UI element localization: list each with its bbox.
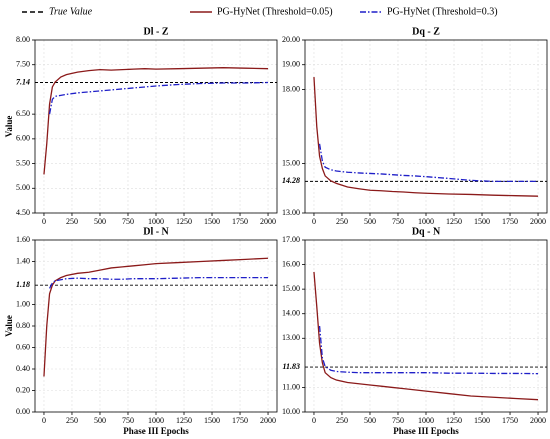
y-tick-label: 15.00 bbox=[282, 284, 300, 293]
legend-label: True Value bbox=[49, 6, 93, 17]
axes-frame bbox=[304, 39, 548, 214]
x-tick-label: 250 bbox=[336, 416, 348, 425]
series-line bbox=[43, 257, 269, 377]
x-tick-label: 250 bbox=[66, 217, 78, 226]
reference-label: 14.28 bbox=[282, 176, 300, 185]
series-line bbox=[48, 276, 269, 289]
x-tick-label: 2000 bbox=[530, 416, 546, 425]
x-tick-label: 1250 bbox=[176, 416, 192, 425]
x-tick-label: 500 bbox=[364, 217, 376, 226]
x-tick-label: 1500 bbox=[204, 416, 220, 425]
axes-frame bbox=[304, 239, 548, 413]
reference-label: 11.83 bbox=[282, 362, 300, 371]
x-tick-label: 1250 bbox=[446, 217, 462, 226]
axes-frame bbox=[34, 39, 278, 214]
series-line bbox=[318, 325, 539, 375]
y-tick-label: 7.50 bbox=[16, 60, 30, 69]
y-tick-label: 16.00 bbox=[282, 259, 300, 268]
series-line bbox=[43, 67, 269, 175]
chart-title: Dq - Z bbox=[412, 26, 440, 37]
series-line bbox=[318, 143, 539, 183]
y-tick-label: 14.00 bbox=[282, 309, 300, 318]
reference-label: 1.18 bbox=[16, 280, 30, 289]
y-tick-label: 0.20 bbox=[16, 385, 30, 394]
x-tick-label: 250 bbox=[66, 416, 78, 425]
y-tick-label: 13.00 bbox=[282, 333, 300, 342]
x-axis-label: Phase III Epochs bbox=[123, 426, 189, 436]
x-tick-label: 1750 bbox=[502, 217, 518, 226]
y-tick-label: 6.50 bbox=[16, 109, 30, 118]
y-tick-label: 19.00 bbox=[282, 60, 300, 69]
y-tick-label: 17.00 bbox=[282, 235, 300, 244]
y-tick-label: 11.00 bbox=[282, 382, 300, 391]
y-tick-label: 5.50 bbox=[16, 158, 30, 167]
chart-title: Dl - Z bbox=[144, 26, 169, 37]
x-tick-label: 1500 bbox=[204, 217, 220, 226]
y-axis-label: Value bbox=[4, 116, 14, 138]
y-tick-label: 0.80 bbox=[16, 321, 30, 330]
y-tick-label: 18.00 bbox=[282, 84, 300, 93]
y-tick-label: 20.00 bbox=[282, 35, 300, 44]
x-tick-label: 0 bbox=[42, 416, 46, 425]
reference-label: 7.14 bbox=[16, 77, 30, 86]
x-tick-label: 1000 bbox=[418, 416, 434, 425]
axes-frame bbox=[34, 239, 278, 413]
y-tick-label: 0.40 bbox=[16, 364, 30, 373]
series-line bbox=[313, 271, 539, 401]
x-tick-label: 0 bbox=[312, 416, 316, 425]
x-tick-label: 1750 bbox=[502, 416, 518, 425]
y-tick-label: 6.00 bbox=[16, 134, 30, 143]
y-tick-label: 4.50 bbox=[16, 208, 30, 217]
y-tick-label: 15.00 bbox=[282, 158, 300, 167]
y-tick-label: 1.40 bbox=[16, 256, 30, 265]
x-tick-label: 750 bbox=[392, 217, 404, 226]
x-tick-label: 1750 bbox=[232, 217, 248, 226]
y-tick-label: 5.00 bbox=[16, 183, 30, 192]
x-tick-label: 250 bbox=[336, 217, 348, 226]
x-tick-label: 500 bbox=[94, 416, 106, 425]
y-tick-label: 13.00 bbox=[282, 208, 300, 217]
legend-label: PG-HyNet (Threshold=0.05) bbox=[217, 6, 333, 17]
y-tick-label: 0.60 bbox=[16, 342, 30, 351]
series-line bbox=[313, 77, 539, 197]
x-tick-label: 1500 bbox=[474, 416, 490, 425]
y-tick-label: 1.00 bbox=[16, 299, 30, 308]
x-tick-label: 500 bbox=[364, 416, 376, 425]
x-tick-label: 1000 bbox=[418, 217, 434, 226]
x-tick-label: 1750 bbox=[232, 416, 248, 425]
x-tick-label: 1500 bbox=[474, 217, 490, 226]
x-tick-label: 1000 bbox=[148, 217, 164, 226]
legend-label: PG-HyNet (Threshold=0.3) bbox=[387, 6, 498, 17]
series-line bbox=[48, 81, 269, 115]
chart-title: Dl - N bbox=[143, 226, 169, 237]
y-tick-label: 10.00 bbox=[282, 407, 300, 416]
x-tick-label: 1250 bbox=[446, 416, 462, 425]
y-tick-label: 1.60 bbox=[16, 235, 30, 244]
x-tick-label: 1000 bbox=[148, 416, 164, 425]
x-tick-label: 500 bbox=[94, 217, 106, 226]
x-axis-label: Phase III Epochs bbox=[393, 426, 459, 436]
x-tick-label: 750 bbox=[122, 416, 134, 425]
x-tick-label: 0 bbox=[42, 217, 46, 226]
x-tick-label: 2000 bbox=[530, 217, 546, 226]
x-tick-label: 0 bbox=[312, 217, 316, 226]
y-tick-label: 0.00 bbox=[16, 407, 30, 416]
y-axis-label: Value bbox=[4, 315, 14, 337]
x-tick-label: 1250 bbox=[176, 217, 192, 226]
x-tick-label: 750 bbox=[122, 217, 134, 226]
x-tick-label: 750 bbox=[392, 416, 404, 425]
x-tick-label: 2000 bbox=[260, 217, 276, 226]
y-tick-label: 8.00 bbox=[16, 35, 30, 44]
chart-title: Dq - N bbox=[412, 226, 441, 237]
x-tick-label: 2000 bbox=[260, 416, 276, 425]
